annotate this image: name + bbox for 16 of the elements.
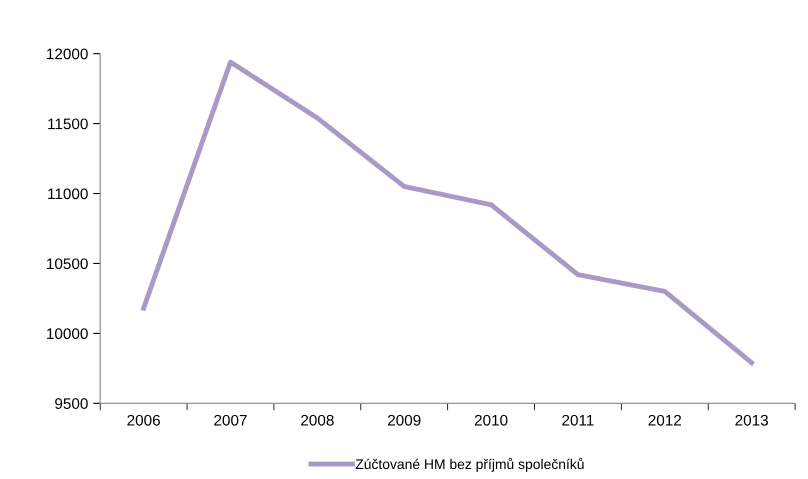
y-tick-label: 11000 bbox=[48, 188, 88, 200]
x-tick-label: 2010 bbox=[474, 414, 508, 426]
x-tick-label: 2007 bbox=[214, 414, 247, 426]
y-tick-label: 10000 bbox=[47, 328, 88, 340]
legend-label: Zúčtované HM bez příjmů společníků bbox=[356, 458, 584, 472]
x-tick-label: 2009 bbox=[388, 414, 420, 426]
x-tick-label: 2006 bbox=[127, 414, 160, 426]
x-tick-label: 2013 bbox=[735, 414, 768, 426]
x-tick-label: 2011 bbox=[562, 414, 594, 426]
y-tick-label: 10500 bbox=[47, 258, 88, 270]
x-tick-label: 2008 bbox=[301, 414, 334, 426]
y-tick-label: 11500 bbox=[48, 118, 88, 130]
x-tick-label: 2012 bbox=[648, 414, 682, 426]
y-tick-label: 9500 bbox=[55, 398, 88, 410]
y-tick-label: 12000 bbox=[47, 48, 88, 60]
line-series bbox=[141, 60, 754, 366]
